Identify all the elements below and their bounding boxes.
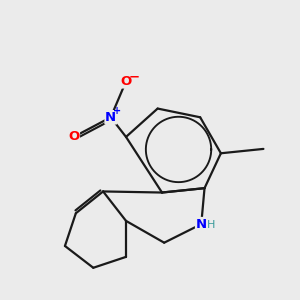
- Text: O: O: [68, 130, 79, 143]
- Text: −: −: [129, 70, 140, 83]
- Text: N: N: [196, 218, 207, 231]
- Text: N: N: [105, 111, 116, 124]
- Text: H: H: [206, 220, 215, 230]
- Text: +: +: [112, 106, 121, 116]
- Text: O: O: [120, 75, 132, 88]
